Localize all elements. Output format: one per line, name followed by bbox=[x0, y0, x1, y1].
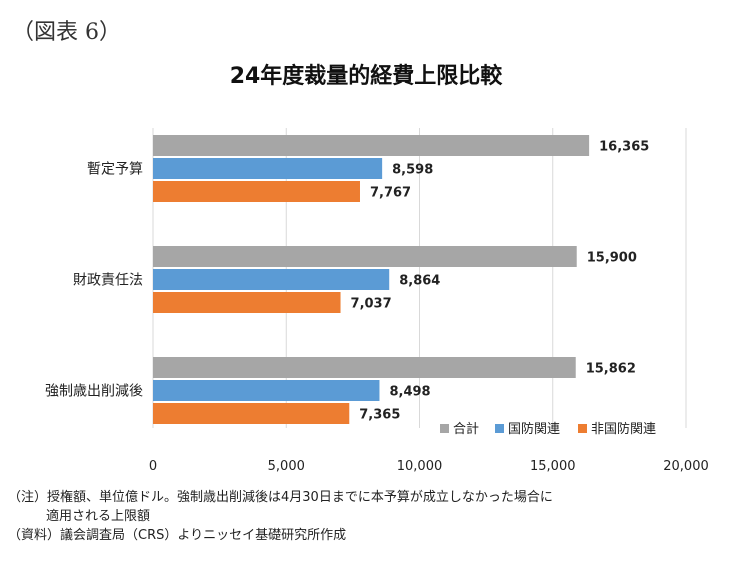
data-label: 7,037 bbox=[351, 297, 392, 312]
note-line: 適用される上限額 bbox=[46, 509, 151, 524]
source-line: （資料）議会調査局（CRS）よりニッセイ基礎研究所作成 bbox=[8, 528, 347, 543]
notes: （注）授権額、単位億ドル。強制歳出削減後は4月30日までに本予算が成立しなかった… bbox=[8, 488, 553, 545]
data-label: 7,365 bbox=[359, 408, 400, 423]
figure-label: （図表 6） bbox=[12, 20, 121, 45]
bar bbox=[153, 380, 380, 401]
data-label: 16,365 bbox=[599, 140, 649, 155]
data-label: 15,862 bbox=[586, 362, 636, 377]
chart-title: 24年度裁量的経費上限比較 bbox=[229, 64, 503, 89]
bar bbox=[153, 181, 360, 202]
legend-label: 国防関連 bbox=[508, 421, 560, 437]
data-label: 8,864 bbox=[399, 274, 440, 289]
bar-chart: 16,365 8,598 7,767 15,900 8,864 7,037 15,862 8,… bbox=[45, 128, 709, 474]
bar bbox=[153, 246, 577, 267]
legend-swatch bbox=[495, 424, 504, 433]
bar bbox=[153, 269, 390, 290]
bar bbox=[153, 135, 590, 156]
bar bbox=[153, 158, 383, 179]
legend: 合計 国防関連 非国防関連 bbox=[440, 421, 656, 437]
legend-label: 非国防関連 bbox=[591, 421, 656, 437]
category-label: 強制歳出削減後 bbox=[45, 383, 143, 400]
tick-label: 15,000 bbox=[530, 459, 576, 474]
data-label: 15,900 bbox=[587, 251, 637, 266]
tick-label: 5,000 bbox=[268, 459, 305, 474]
category-label: 財政責任法 bbox=[73, 273, 143, 289]
data-label: 8,498 bbox=[389, 385, 430, 400]
note-line: （注）授権額、単位億ドル。強制歳出削減後は4月30日までに本予算が成立しなかった… bbox=[8, 490, 553, 505]
tick-label: 20,000 bbox=[663, 459, 709, 474]
legend-swatch bbox=[578, 424, 587, 433]
bar bbox=[153, 403, 350, 424]
data-label-layer: 16,365 8,598 7,767 15,900 8,864 7,037 15,862 8,… bbox=[351, 140, 650, 423]
legend-swatch bbox=[440, 424, 449, 433]
bar bbox=[153, 292, 341, 313]
category-label: 暫定予算 bbox=[87, 162, 143, 178]
bar bbox=[153, 357, 576, 378]
bar-layer bbox=[153, 135, 590, 424]
value-axis: 0 5,000 10,000 15,000 20,000 bbox=[149, 459, 709, 474]
tick-label: 0 bbox=[149, 459, 157, 474]
legend-label: 合計 bbox=[453, 421, 479, 437]
data-label: 7,767 bbox=[370, 186, 411, 201]
tick-label: 10,000 bbox=[397, 459, 443, 474]
data-label: 8,598 bbox=[392, 163, 433, 178]
